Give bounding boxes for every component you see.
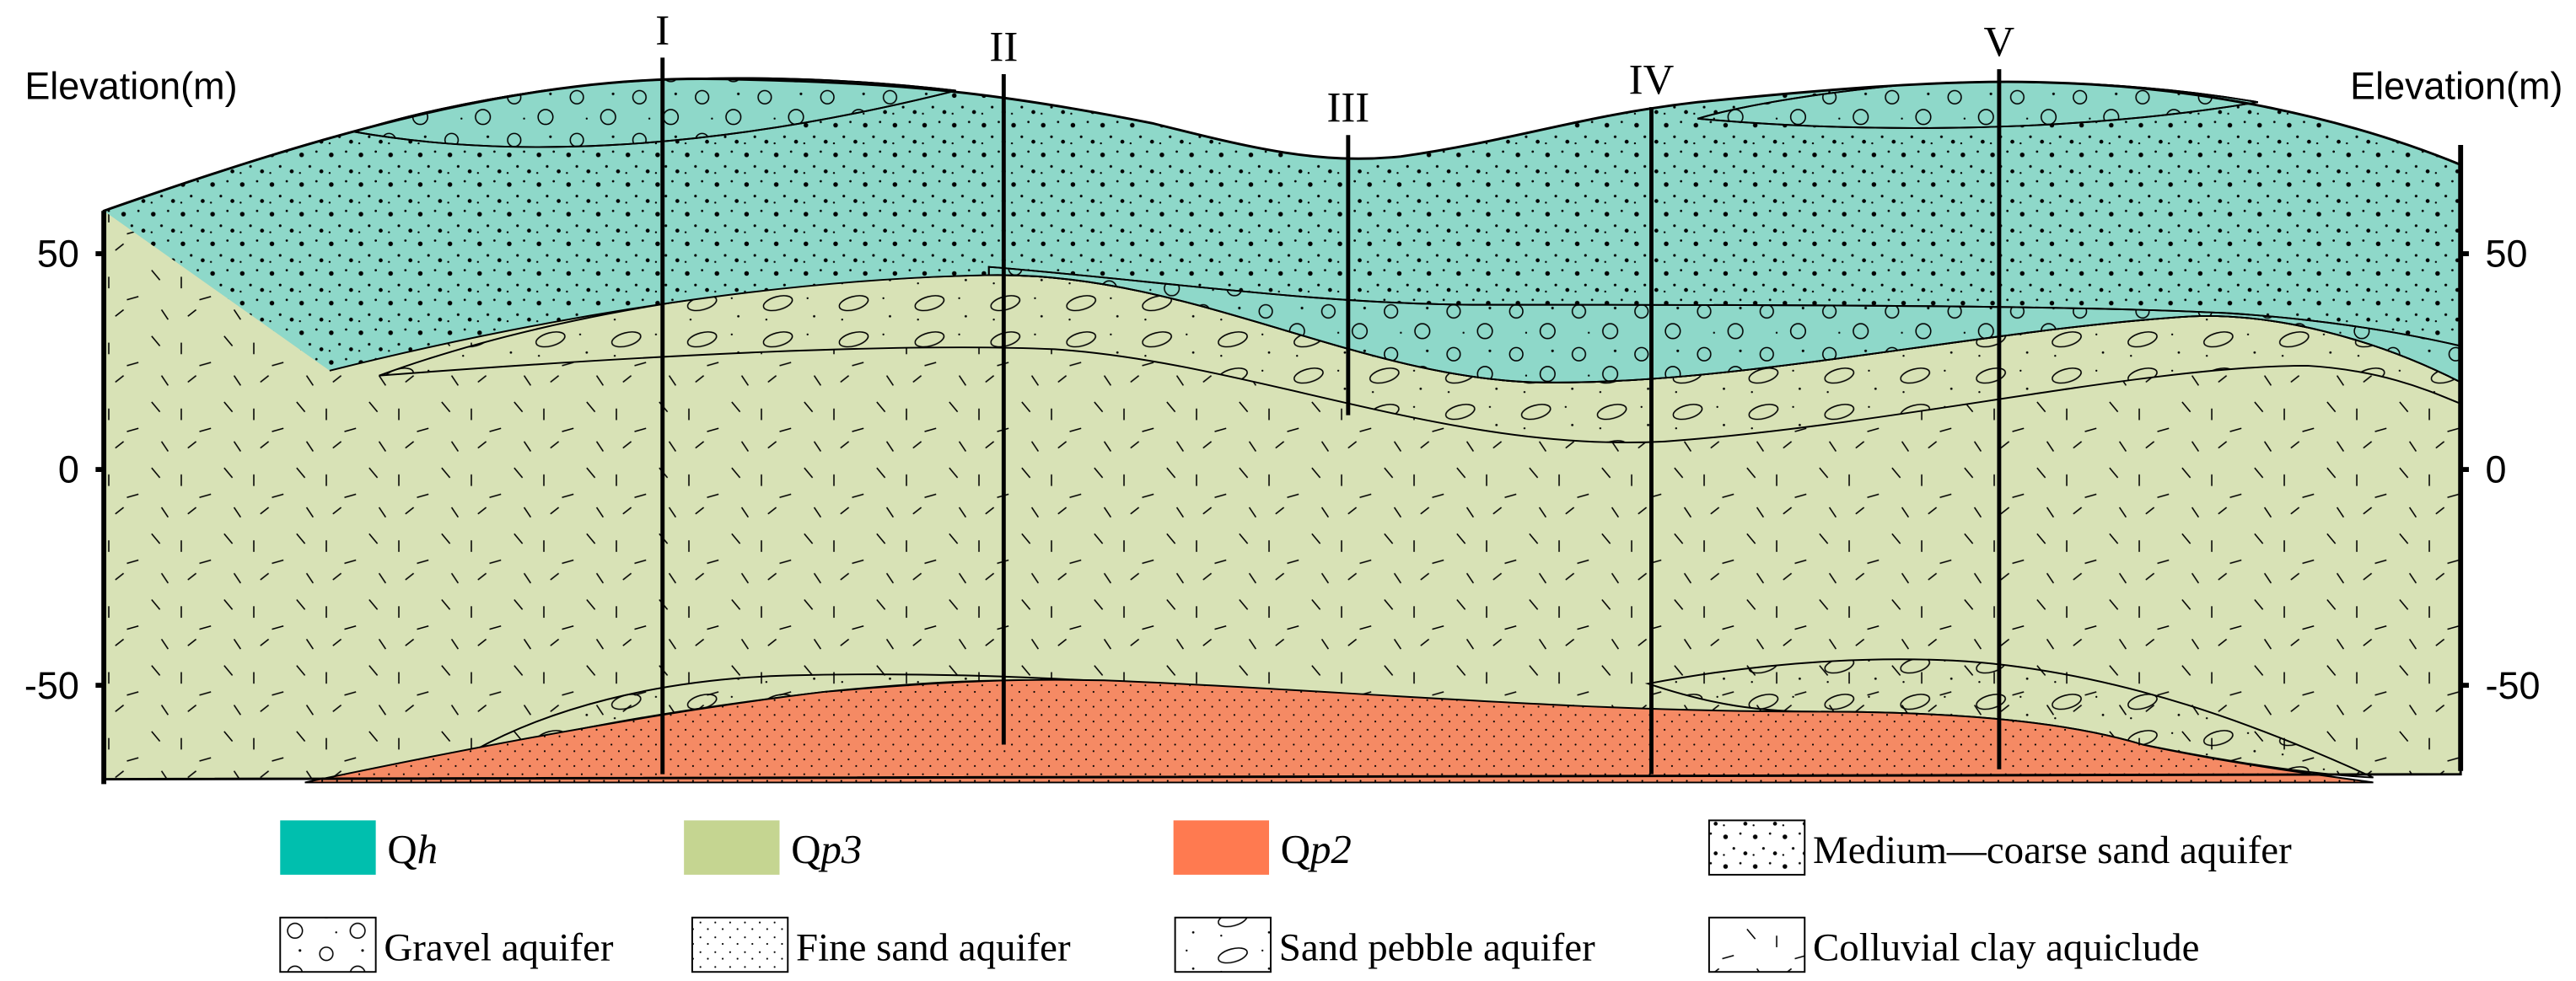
axis-label: Elevation(m): [24, 64, 237, 107]
legend-swatch: [1173, 820, 1270, 875]
legend-swatch-pattern: [1708, 820, 1805, 875]
axis-label: Elevation(m): [2350, 64, 2563, 107]
legend-label: Qp3: [791, 826, 862, 872]
legend-swatch-pattern: [280, 917, 376, 973]
gravel-band: [987, 265, 2462, 384]
fine-sand-pattern: [304, 678, 2374, 784]
section-outline: [102, 78, 2462, 781]
borehole-label: II: [989, 23, 1018, 70]
legend-swatch-pattern: [1708, 917, 1805, 973]
legend-label-part: Q: [1281, 826, 1310, 872]
borehole-label: V: [1984, 18, 2015, 65]
legend-label: Medium—coarse sand aquifer: [1813, 828, 2292, 872]
tick-label: -50: [24, 664, 79, 707]
legend-label-part: h: [417, 826, 438, 872]
borehole-label: III: [1326, 84, 1369, 131]
legend-label-part: Q: [387, 826, 417, 872]
legend-label: Fine sand aquifer: [796, 926, 1071, 970]
section: [102, 77, 2462, 784]
tick-label: 50: [37, 233, 79, 276]
tick-label: -50: [2485, 664, 2540, 707]
borehole-label: I: [655, 7, 670, 54]
legend-label: Sand pebble aquifer: [1279, 926, 1595, 970]
legend-label-part: p2: [1308, 826, 1352, 872]
legend-label: Gravel aquifer: [384, 926, 613, 970]
legend-label-part: p3: [818, 826, 862, 872]
borehole-label: IV: [1629, 56, 1675, 103]
legend-label: Qh: [387, 826, 438, 872]
legend-label: Colluvial clay aquiclude: [1813, 926, 2199, 970]
tick-label: 0: [58, 448, 79, 491]
tick-label: 50: [2485, 233, 2527, 276]
legend-label-part: Q: [791, 826, 820, 872]
legend-label: Qp2: [1281, 826, 1352, 872]
tick-label: 0: [2485, 448, 2506, 491]
legend-swatch: [280, 820, 376, 875]
legend-swatch-pattern: [691, 917, 788, 973]
legend-swatch-pattern: [1175, 917, 1271, 973]
legend-swatch: [684, 820, 780, 875]
